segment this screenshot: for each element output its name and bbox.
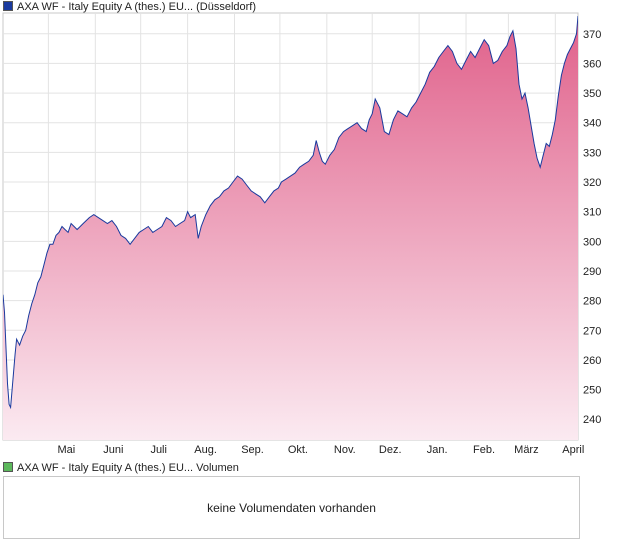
y-tick-label: 290 — [583, 266, 601, 278]
x-tick-label: Mai — [58, 444, 76, 456]
x-tick-label: Jan. — [427, 444, 448, 456]
x-tick-label: Sep. — [241, 444, 264, 456]
price-legend-swatch — [3, 1, 13, 11]
x-tick-label: Aug. — [194, 444, 217, 456]
x-tick-label: Nov. — [334, 444, 356, 456]
y-tick-label: 300 — [583, 236, 601, 248]
x-tick-label: Feb. — [473, 444, 495, 456]
x-tick-label: Dez. — [379, 444, 402, 456]
y-tick-label: 360 — [583, 58, 601, 70]
y-tick-label: 340 — [583, 118, 601, 130]
y-tick-label: 280 — [583, 296, 601, 308]
x-axis: Mai Juni Juli Aug. Sep. Okt. Nov. Dez. Jan. Feb. M… — [58, 444, 585, 456]
price-area-fill — [3, 16, 578, 440]
y-tick-label: 250 — [583, 385, 601, 397]
volume-empty-message: keine Volumendaten vorhanden — [207, 501, 376, 515]
y-tick-label: 260 — [583, 355, 601, 367]
y-tick-label: 330 — [583, 147, 601, 159]
y-tick-label: 270 — [583, 325, 601, 337]
volume-legend: AXA WF - Italy Equity A (thes.) EU... Vo… — [3, 461, 239, 475]
y-tick-label: 310 — [583, 207, 601, 219]
x-tick-label: März — [514, 444, 538, 456]
x-tick-label: Okt. — [288, 444, 308, 456]
volume-panel: keine Volumendaten vorhanden — [3, 476, 580, 539]
x-tick-label: April — [562, 444, 584, 456]
y-tick-label: 320 — [583, 177, 601, 189]
price-line — [3, 15, 578, 410]
y-tick-label: 350 — [583, 88, 601, 100]
x-tick-label: Juli — [150, 444, 167, 456]
y-tick-label: 370 — [583, 29, 601, 41]
y-tick-label: 240 — [583, 414, 601, 426]
price-chart: 240 250 260 270 280 290 300 310 320 330 340 350 360 3… — [2, 12, 601, 456]
x-tick-label: Juni — [103, 444, 123, 456]
price-legend-label: AXA WF - Italy Equity A (thes.) EU... (D… — [17, 1, 257, 13]
y-axis: 240 250 260 270 280 290 300 310 320 330 340 350 360 3… — [583, 29, 601, 426]
volume-legend-label: AXA WF - Italy Equity A (thes.) EU... Vo… — [17, 462, 239, 474]
price-legend: AXA WF - Italy Equity A (thes.) EU... (D… — [3, 0, 256, 14]
volume-legend-swatch — [3, 462, 13, 472]
